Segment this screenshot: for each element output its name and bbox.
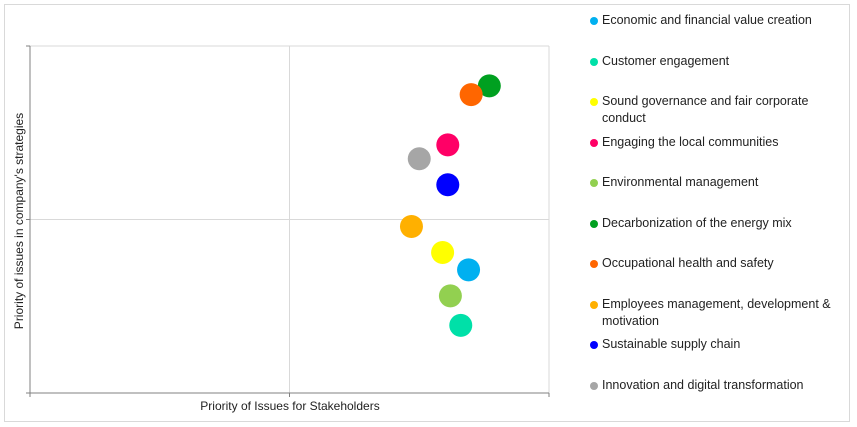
legend-marker-10 [590, 381, 598, 390]
legend-item-7: Occupational health and safety [590, 255, 845, 272]
legend-item-2: Customer engagement [590, 53, 845, 70]
legend-marker-2 [590, 57, 598, 66]
x-axis-title: Priority of Issues for Stakeholders [200, 399, 379, 413]
legend-label-7: Occupational health and safety [602, 256, 774, 270]
plot-area [26, 45, 550, 397]
point-10 [407, 147, 431, 171]
legend-marker-9 [590, 341, 598, 349]
legend-marker-8 [590, 300, 598, 309]
legend-label-10: Innovation and digital transformation [602, 377, 804, 392]
legend-item-5: Environmental management [590, 174, 845, 191]
point-7 [459, 83, 483, 107]
legend-item-4: Engaging the local communities [590, 134, 845, 151]
legend-label-1: Economic and financial value creation [602, 13, 812, 27]
point-6 [477, 74, 501, 98]
legend-label-3: Sound governance and fair corporate cond… [602, 94, 809, 125]
legend-marker-5 [590, 179, 598, 187]
legend-item-8: Employees management, development & moti… [590, 296, 845, 330]
legend-marker-4 [590, 138, 598, 147]
legend-label-5: Environmental management [602, 175, 759, 189]
legend-label-8: Employees management, development & moti… [602, 296, 831, 328]
legend-item-10: Innovation and digital transformation [590, 377, 845, 394]
legend-item-1: Economic and financial value creation [590, 12, 845, 29]
point-2 [449, 313, 473, 337]
legend-label-6: Decarbonization of the energy mix [602, 215, 792, 230]
legend-item-6: Decarbonization of the energy mix [590, 215, 845, 232]
legend-label-2: Customer engagement [602, 53, 730, 68]
legend-marker-1 [590, 17, 598, 25]
legend-marker-6 [590, 219, 598, 228]
legend-item-3: Sound governance and fair corporate cond… [590, 93, 845, 127]
point-8 [399, 214, 423, 238]
point-9 [436, 173, 460, 197]
point-3 [431, 240, 455, 264]
legend-label-4: Engaging the local communities [602, 134, 779, 149]
point-5 [438, 284, 462, 308]
legend-item-9: Sustainable supply chain [590, 336, 845, 353]
legend-marker-3 [590, 98, 598, 106]
point-4 [436, 133, 460, 157]
y-axis-title: Priority of issues in company's strategi… [12, 113, 26, 329]
legend-marker-7 [590, 260, 598, 268]
point-1 [457, 258, 481, 282]
chart-frame [4, 4, 850, 422]
legend-label-9: Sustainable supply chain [602, 337, 741, 351]
